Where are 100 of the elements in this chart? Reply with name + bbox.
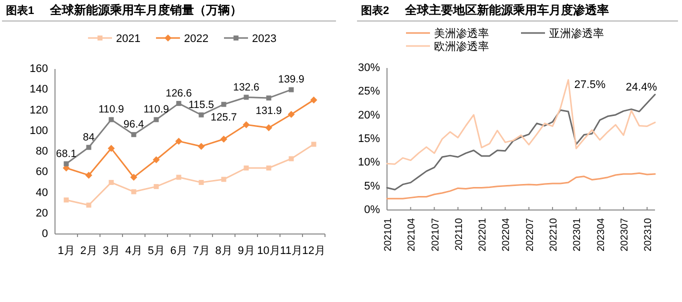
x-tick-label: 6月: [170, 245, 188, 257]
point: [86, 202, 92, 208]
y-tick-label: 20%: [358, 109, 380, 122]
y-tick-label: 0: [42, 228, 48, 240]
x-tick-label: 10月: [257, 245, 280, 257]
point: [64, 161, 69, 166]
point: [220, 136, 228, 143]
point: [108, 144, 115, 152]
point: [288, 110, 295, 118]
x-tick-label: 202304: [596, 218, 607, 252]
y-tick-label: 40: [36, 186, 48, 199]
point: [266, 166, 272, 170]
x-tick-label: 202110: [454, 218, 465, 251]
point: [130, 174, 138, 181]
data-label: 139.9: [278, 74, 305, 86]
data-label: 126.6: [166, 87, 192, 100]
line-series: [386, 94, 656, 190]
point: [221, 102, 226, 107]
point: [244, 166, 249, 170]
line-series: [386, 79, 656, 165]
point: [108, 180, 114, 185]
x-tick-label: 202301: [572, 218, 584, 252]
data-label: 110.9: [144, 104, 170, 116]
line-series: [386, 172, 656, 200]
point: [244, 94, 249, 100]
point: [242, 121, 250, 128]
x-tick-label: 202210: [548, 218, 560, 252]
data-label: 115.5: [188, 98, 214, 111]
legend-label: 2023: [252, 33, 276, 45]
point: [131, 189, 136, 194]
y-tick-label: 120: [30, 104, 48, 116]
point: [154, 117, 159, 122]
data-label: 131.9: [256, 104, 282, 117]
y-tick-label: 15%: [358, 133, 380, 145]
chart-title: 全球新能源乘用车月度销量（万辆）: [49, 3, 242, 17]
x-tick-label: 8月: [215, 245, 232, 257]
data-label: 125.7: [210, 111, 238, 124]
x-tick-label: 9月: [238, 245, 255, 257]
y-tick-label: 30%: [358, 62, 380, 74]
y-tick-label: 160: [30, 63, 48, 75]
y-tick-label: 140: [30, 84, 48, 96]
legend-label: 美洲渗透率: [434, 27, 489, 40]
point: [152, 156, 160, 164]
data-label: 110.9: [98, 104, 124, 116]
x-tick-label: 5月: [148, 245, 165, 257]
point: [198, 112, 204, 118]
legend-label: 2022: [184, 33, 208, 45]
x-tick-label: 2月: [80, 245, 98, 257]
x-tick-label: 202204: [501, 218, 512, 252]
x-tick-label: 4月: [125, 245, 142, 257]
data-label: 132.6: [233, 81, 260, 94]
point: [176, 174, 182, 180]
point: [288, 87, 294, 92]
x-tick-label: 202101: [383, 218, 394, 252]
x-tick-label: 7月: [192, 245, 210, 257]
point: [86, 144, 92, 150]
y-tick-label: 80: [36, 146, 48, 158]
x-tick-label: 202307: [619, 218, 630, 252]
point: [64, 197, 69, 202]
point: [131, 132, 136, 138]
y-tick-label: 10%: [358, 156, 380, 169]
point: [198, 180, 204, 185]
point: [310, 96, 318, 104]
annotation: 27.5%: [574, 78, 606, 91]
point: [176, 100, 182, 106]
y-tick-label: 25%: [358, 86, 380, 98]
y-tick-label: 5%: [364, 180, 380, 192]
point: [266, 95, 272, 100]
legend-label: 2021: [116, 33, 140, 45]
x-tick-label: 202201: [478, 218, 489, 252]
x-tick-label: 3月: [102, 245, 120, 257]
point: [288, 156, 294, 162]
x-tick-label: 12月: [302, 245, 326, 257]
data-label: 96.4: [124, 118, 144, 131]
x-tick-label: 202207: [524, 218, 536, 252]
point: [175, 138, 182, 145]
annotation: 24.4%: [626, 82, 658, 94]
text: 图表1: [6, 4, 34, 17]
y-tick-label: 20: [36, 207, 48, 220]
point: [311, 142, 316, 147]
y-tick-label: 0%: [364, 204, 380, 216]
y-tick-label: 100: [30, 124, 48, 137]
point: [198, 142, 205, 150]
point: [154, 184, 159, 190]
data-label: 68.1: [56, 148, 77, 160]
x-tick-label: 202107: [430, 218, 442, 252]
text: 图表2: [361, 4, 390, 17]
point: [221, 176, 226, 182]
x-tick-label: 202310: [643, 218, 654, 252]
legend-label: 欧洲渗透率: [434, 40, 489, 53]
point: [85, 172, 92, 179]
data-label: 84: [82, 131, 95, 144]
x-tick-label: 11月: [280, 245, 302, 257]
x-tick-label: 1月: [58, 245, 75, 257]
point: [265, 124, 272, 132]
chart-title: 全球主要地区新能源乘用车月度渗透率: [404, 3, 610, 17]
x-tick-label: 202104: [406, 218, 418, 252]
y-tick-label: 60: [36, 166, 48, 178]
legend-label: 亚洲渗透率: [549, 27, 604, 40]
point: [108, 117, 114, 122]
